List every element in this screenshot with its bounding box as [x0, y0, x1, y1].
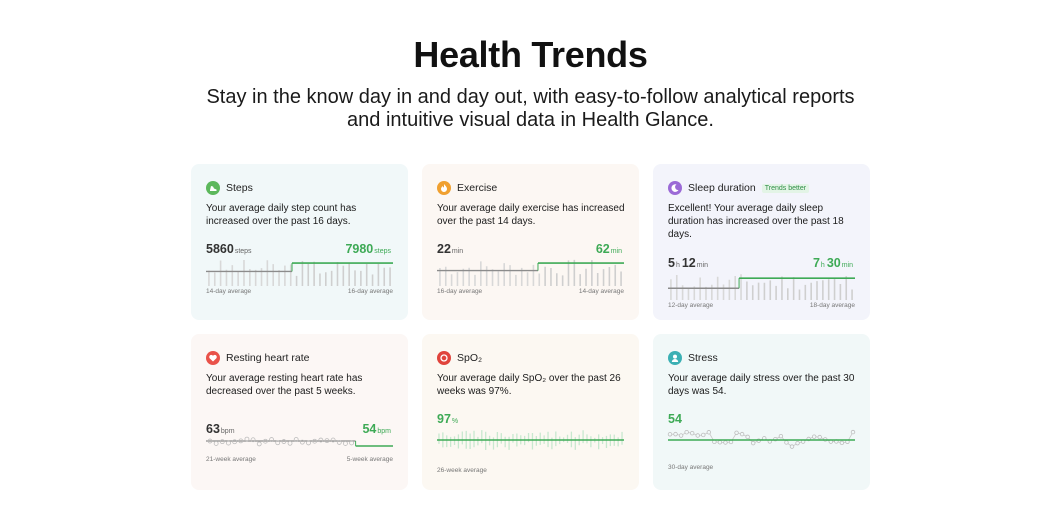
- previous-average-value: 5h 12min: [668, 256, 709, 270]
- card-description: Your average daily step count has increa…: [206, 203, 357, 227]
- average-value: 54: [668, 412, 682, 426]
- steps-card[interactable]: Steps Your average daily step count has …: [191, 164, 408, 320]
- chart-point: [232, 439, 238, 445]
- previous-average-value: 63bpm: [206, 422, 235, 436]
- chart-point: [256, 441, 262, 447]
- chart-point: [226, 440, 231, 446]
- chart-point: [306, 440, 311, 446]
- chart-point: [701, 432, 706, 438]
- average-value: 97%: [437, 412, 459, 426]
- current-average-caption: 14-day average: [578, 288, 624, 295]
- moon-icon: [668, 181, 682, 195]
- flame-icon: [437, 181, 451, 195]
- chart-point: [667, 432, 673, 437]
- card-description: Your average daily exercise has increase…: [437, 203, 625, 227]
- chart-point: [293, 437, 299, 442]
- chart-point: [706, 430, 712, 435]
- chart-point: [324, 438, 330, 444]
- chart-point: [817, 434, 822, 440]
- trend-badge: Trends better: [761, 183, 810, 193]
- card-title: Resting heart rate: [226, 352, 310, 364]
- current-average-caption: 5-week average: [346, 456, 393, 463]
- chart-point: [684, 430, 689, 435]
- chart-point: [343, 441, 348, 446]
- chart-point: [811, 434, 817, 439]
- shoe-icon: [206, 181, 220, 195]
- chart-point: [695, 433, 700, 438]
- average-caption: 30-day average: [668, 464, 714, 471]
- chart-point: [349, 440, 355, 446]
- chart-point: [275, 440, 281, 446]
- card-description: Excellent! Your average daily sleep dura…: [668, 203, 844, 240]
- chart-point: [750, 440, 756, 446]
- previous-average-caption: 12-day average: [668, 302, 714, 309]
- current-average-caption: 16-day average: [347, 288, 393, 295]
- current-average-value: 54bpm: [362, 422, 391, 436]
- chart-point: [839, 440, 845, 446]
- chart-point: [281, 439, 287, 444]
- heart-rate-dot-chart: [206, 436, 393, 447]
- chart-point: [330, 437, 336, 443]
- chart-point: [678, 433, 684, 438]
- chart-point: [213, 441, 219, 446]
- card-title: SpO₂: [457, 352, 483, 364]
- card-title: Stress: [688, 352, 718, 364]
- chart-point: [723, 440, 728, 445]
- chart-point: [287, 440, 293, 446]
- chart-point: [745, 434, 750, 440]
- card-description: Your average resting heart rate has decr…: [206, 373, 363, 397]
- chart-point: [673, 431, 678, 437]
- chart-point: [689, 431, 695, 436]
- sleep-bar-chart: [668, 274, 855, 300]
- page-subtitle: Stay in the know day in and day out, wit…: [206, 86, 855, 131]
- current-average-value: 7980steps: [345, 242, 391, 256]
- exercise-card[interactable]: Exercise Your average daily exercise has…: [422, 164, 639, 320]
- previous-average-caption: 21-week average: [206, 456, 256, 463]
- steps-bar-chart: [206, 260, 393, 286]
- chart-point: [789, 444, 795, 449]
- card-description: Your average daily SpO₂ over the past 26…: [437, 373, 621, 397]
- chart-point: [207, 438, 213, 444]
- heart-icon: [206, 351, 220, 365]
- stress-line-chart: [667, 429, 856, 449]
- spo2-card[interactable]: SpO₂ Your average daily SpO₂ over the pa…: [422, 334, 639, 490]
- chart-point: [784, 440, 789, 445]
- face-icon: [668, 351, 682, 365]
- spo2-range-chart: [437, 430, 624, 450]
- previous-average-value: 22min: [437, 242, 464, 256]
- current-average-caption: 18-day average: [809, 302, 855, 309]
- chart-point: [269, 437, 274, 442]
- page-title: Health Trends: [413, 34, 648, 75]
- chart-point: [850, 429, 856, 435]
- stress-card[interactable]: Stress Your average daily stress over th…: [653, 334, 870, 490]
- chart-point: [238, 438, 244, 444]
- card-description: Your average daily stress over the past …: [668, 373, 855, 397]
- chart-point: [795, 440, 800, 446]
- chart-point: [263, 438, 268, 444]
- chart-point: [336, 440, 342, 445]
- chart-point: [299, 439, 305, 445]
- chart-point: [312, 438, 318, 444]
- chart-point: [739, 431, 745, 437]
- previous-average-caption: 14-day average: [206, 288, 252, 295]
- chart-point: [244, 436, 250, 442]
- current-average-value: 7h 30min: [812, 256, 853, 270]
- chart-point: [778, 433, 784, 439]
- previous-average-value: 5860steps: [206, 242, 252, 256]
- card-title: Sleep duration: [688, 182, 756, 194]
- chart-point: [318, 437, 324, 443]
- resting-heart-rate-card[interactable]: Resting heart rate Your average resting …: [191, 334, 408, 490]
- chart-point: [734, 430, 739, 435]
- previous-average-caption: 16-day average: [437, 288, 483, 295]
- average-caption: 26-week average: [437, 467, 487, 474]
- card-title: Exercise: [457, 182, 498, 194]
- current-average-value: 62min: [595, 242, 622, 256]
- card-title: Steps: [226, 182, 253, 194]
- blood-drop-icon: [437, 351, 451, 365]
- chart-point: [219, 439, 225, 445]
- sleep-duration-card[interactable]: Sleep duration Trends better Excellent! …: [653, 164, 870, 320]
- exercise-bar-chart: [437, 259, 624, 286]
- chart-point: [717, 440, 723, 445]
- chart-point: [250, 437, 256, 443]
